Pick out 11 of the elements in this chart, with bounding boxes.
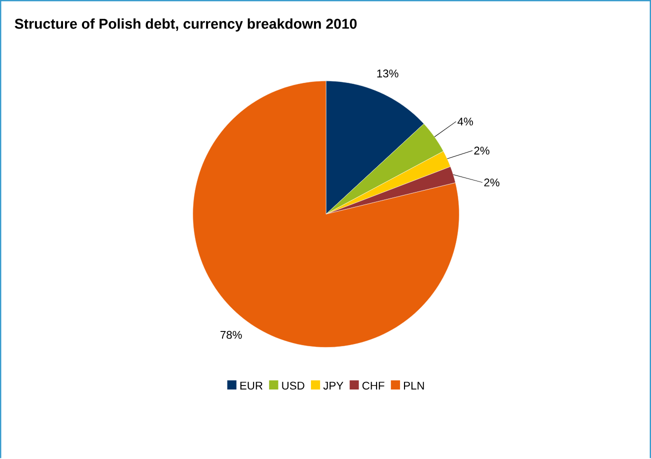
data-label: 78% — [220, 330, 242, 339]
legend-label: PLN — [404, 382, 424, 390]
data-label: 4% — [458, 118, 473, 126]
legend-label: CHF — [362, 382, 384, 390]
legend-label: JPY — [323, 382, 344, 390]
legend-label: EUR — [240, 382, 262, 390]
data-label: 2% — [474, 146, 490, 155]
data-label: 2% — [484, 178, 500, 186]
legend-label: USD — [282, 382, 304, 390]
data-label: 13% — [377, 70, 398, 78]
chart-title: Structure of Polish debt, currency breakdown 2010 — [14, 18, 357, 32]
